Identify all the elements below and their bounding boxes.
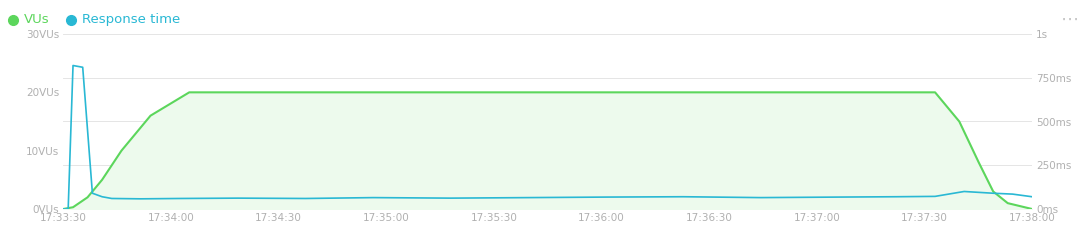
Text: Response time: Response time xyxy=(82,13,180,26)
Text: ⋯: ⋯ xyxy=(1061,11,1079,29)
Text: VUs: VUs xyxy=(24,13,49,26)
